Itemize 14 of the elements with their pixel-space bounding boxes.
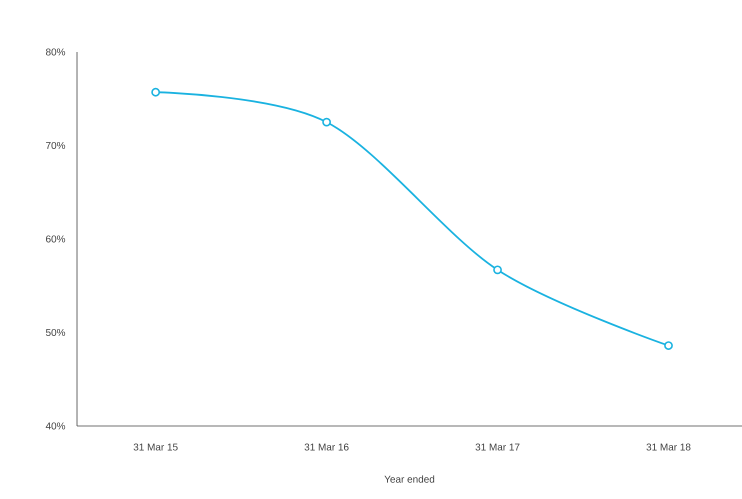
point [664,341,673,350]
y-tick-label: 50% [46,328,66,336]
y-tick-label: 80% [46,48,66,56]
point [322,118,331,126]
x-axis-title: Year ended [384,475,434,483]
x-tick-label: 31 Mar 15 [134,444,178,451]
x-tick-label: 31 Mar 17 [475,444,520,451]
point [151,88,160,97]
point [493,265,502,274]
y-tick-label: 40% [46,422,66,430]
y-tick-label: 70% [46,142,66,150]
x-tick-label: 31 Mar 18 [646,444,690,451]
x-tick-label: 31 Mar 16 [304,444,349,451]
y-tick-label: 60% [46,235,66,243]
